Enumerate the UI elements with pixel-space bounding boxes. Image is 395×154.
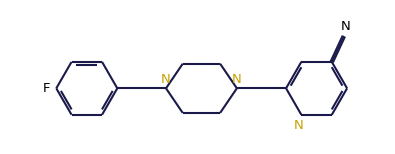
Text: N: N (161, 73, 171, 86)
Text: N: N (294, 119, 304, 132)
Text: N: N (232, 73, 242, 86)
Text: F: F (42, 82, 50, 95)
Text: N: N (341, 20, 351, 33)
